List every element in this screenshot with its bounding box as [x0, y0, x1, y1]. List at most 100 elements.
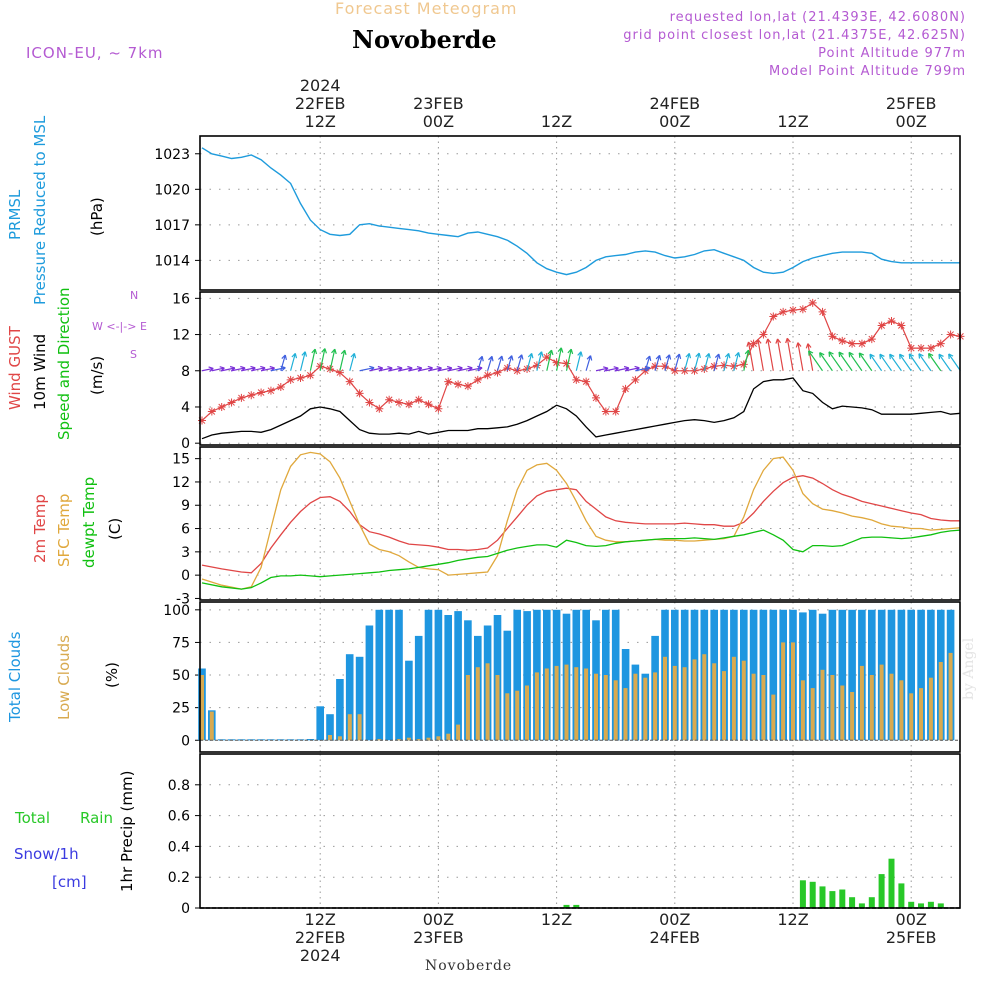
wind-direction-arrow [889, 353, 902, 372]
gust-marker [463, 382, 472, 391]
bottom-time-label: 00Z [659, 910, 690, 929]
y-tick-label: 3 [181, 545, 190, 561]
wind-direction-arrow [703, 352, 711, 371]
y-tick-label: 8 [181, 364, 190, 380]
wind-direction-arrow [496, 355, 504, 371]
bottom-time-label: 23FEB [413, 928, 464, 947]
gust-marker [887, 316, 896, 325]
low-cloud-bar [328, 735, 332, 741]
low-cloud-bar [820, 669, 825, 741]
gust-marker [631, 375, 640, 384]
low-cloud-bar [623, 688, 628, 741]
gust-marker [266, 386, 275, 395]
panel-frame [199, 601, 961, 753]
y-tick-label: 0 [181, 901, 190, 917]
gust-marker [454, 380, 463, 389]
gust-marker [414, 395, 423, 404]
low-cloud-bar [781, 642, 786, 741]
gust-marker [562, 359, 571, 368]
total-cloud-bar [808, 609, 817, 741]
top-time-label: 2024 [300, 76, 341, 95]
total-cloud-bar [375, 609, 384, 741]
top-time-label: 24FEB [649, 94, 700, 113]
top-time-label: 12Z [305, 112, 336, 131]
footer-station: Novoberde [425, 958, 513, 974]
gust-marker [907, 344, 916, 353]
top-time-label: 25FEB [886, 94, 937, 113]
wind-direction-arrow [713, 353, 721, 371]
y-tick-label: 50 [172, 668, 190, 684]
y-tick-label: -3 [176, 591, 190, 607]
wind-direction-arrow [664, 354, 672, 371]
wind-direction-arrow [379, 366, 393, 372]
low-cloud-bar [889, 673, 894, 741]
low-cloud-bar [702, 654, 707, 741]
total-cloud-bar [326, 714, 334, 741]
low-cloud-bar [712, 663, 717, 741]
gust-marker [198, 416, 206, 425]
total-cloud-bar [414, 635, 423, 741]
gust-marker [385, 395, 394, 404]
gust-marker [848, 339, 857, 348]
gust-marker [660, 362, 669, 371]
gust-marker [720, 361, 729, 370]
low-cloud-bar [426, 737, 431, 741]
gust-marker [739, 360, 748, 369]
wind-direction-arrow [858, 352, 873, 372]
station-title: Novoberde [352, 25, 497, 54]
total-cloud-bar [454, 611, 462, 741]
pressure-line [201, 147, 961, 276]
gust-marker [424, 400, 433, 409]
total-cloud-bar [316, 706, 324, 741]
low-cloud-bar [909, 693, 914, 741]
low-cloud-bar [515, 690, 520, 741]
wind-direction-arrow [693, 352, 701, 371]
low-cloud-bar [495, 675, 500, 741]
gust-marker [286, 375, 295, 384]
gust-marker [917, 344, 926, 353]
compass-n: N [130, 289, 139, 302]
compass-ew: W <-|-> E [92, 320, 147, 333]
low-cloud-bar [859, 665, 864, 741]
wind-direction-arrow [546, 349, 554, 371]
rain-bar [927, 901, 934, 908]
top-time-label: 23FEB [413, 94, 464, 113]
compass-s: S [130, 348, 137, 361]
low-cloud-bar [643, 677, 648, 741]
y-tick-label: 4 [181, 400, 190, 416]
wind-direction-arrow [487, 355, 494, 371]
wind-direction-arrow [635, 365, 651, 372]
top-time-label: 22FEB [295, 94, 346, 113]
sfc-temp-line [201, 451, 961, 590]
gust-marker [404, 400, 413, 409]
gust-marker [276, 383, 285, 392]
low-cloud-bar [919, 688, 923, 741]
model-point-altitude: Model Point Altitude 799m [769, 64, 966, 79]
top-time-label: 00Z [423, 112, 454, 131]
top-time-label: 12Z [541, 112, 572, 131]
wind-direction-arrow [556, 347, 564, 371]
low-cloud-bar [850, 692, 855, 741]
wind-direction-arrow [938, 353, 952, 372]
gust-marker [867, 335, 876, 344]
wind-direction-arrow [585, 355, 593, 371]
gust-marker [946, 330, 955, 339]
wind-direction-arrow [785, 337, 794, 371]
wind-direction-arrow [838, 351, 853, 372]
gust-marker [473, 375, 482, 384]
y-tick-label: 0 [181, 733, 190, 749]
wind-direction-arrow [795, 342, 804, 371]
gust-marker [493, 368, 502, 377]
gust-marker [749, 339, 758, 348]
wind-direction-arrow [506, 355, 514, 371]
point-altitude: Point Altitude 977m [818, 46, 966, 61]
wind-direction-arrow [723, 352, 731, 371]
gust-marker [769, 312, 778, 321]
y-tick-label: 25 [172, 701, 190, 717]
y-tick-label: 0 [181, 436, 190, 452]
wind-direction-arrow [765, 338, 774, 371]
total-cloud-bar [611, 609, 620, 741]
gust-marker [926, 344, 935, 353]
wind-direction-arrow [211, 366, 225, 372]
rain-bar [849, 897, 856, 908]
